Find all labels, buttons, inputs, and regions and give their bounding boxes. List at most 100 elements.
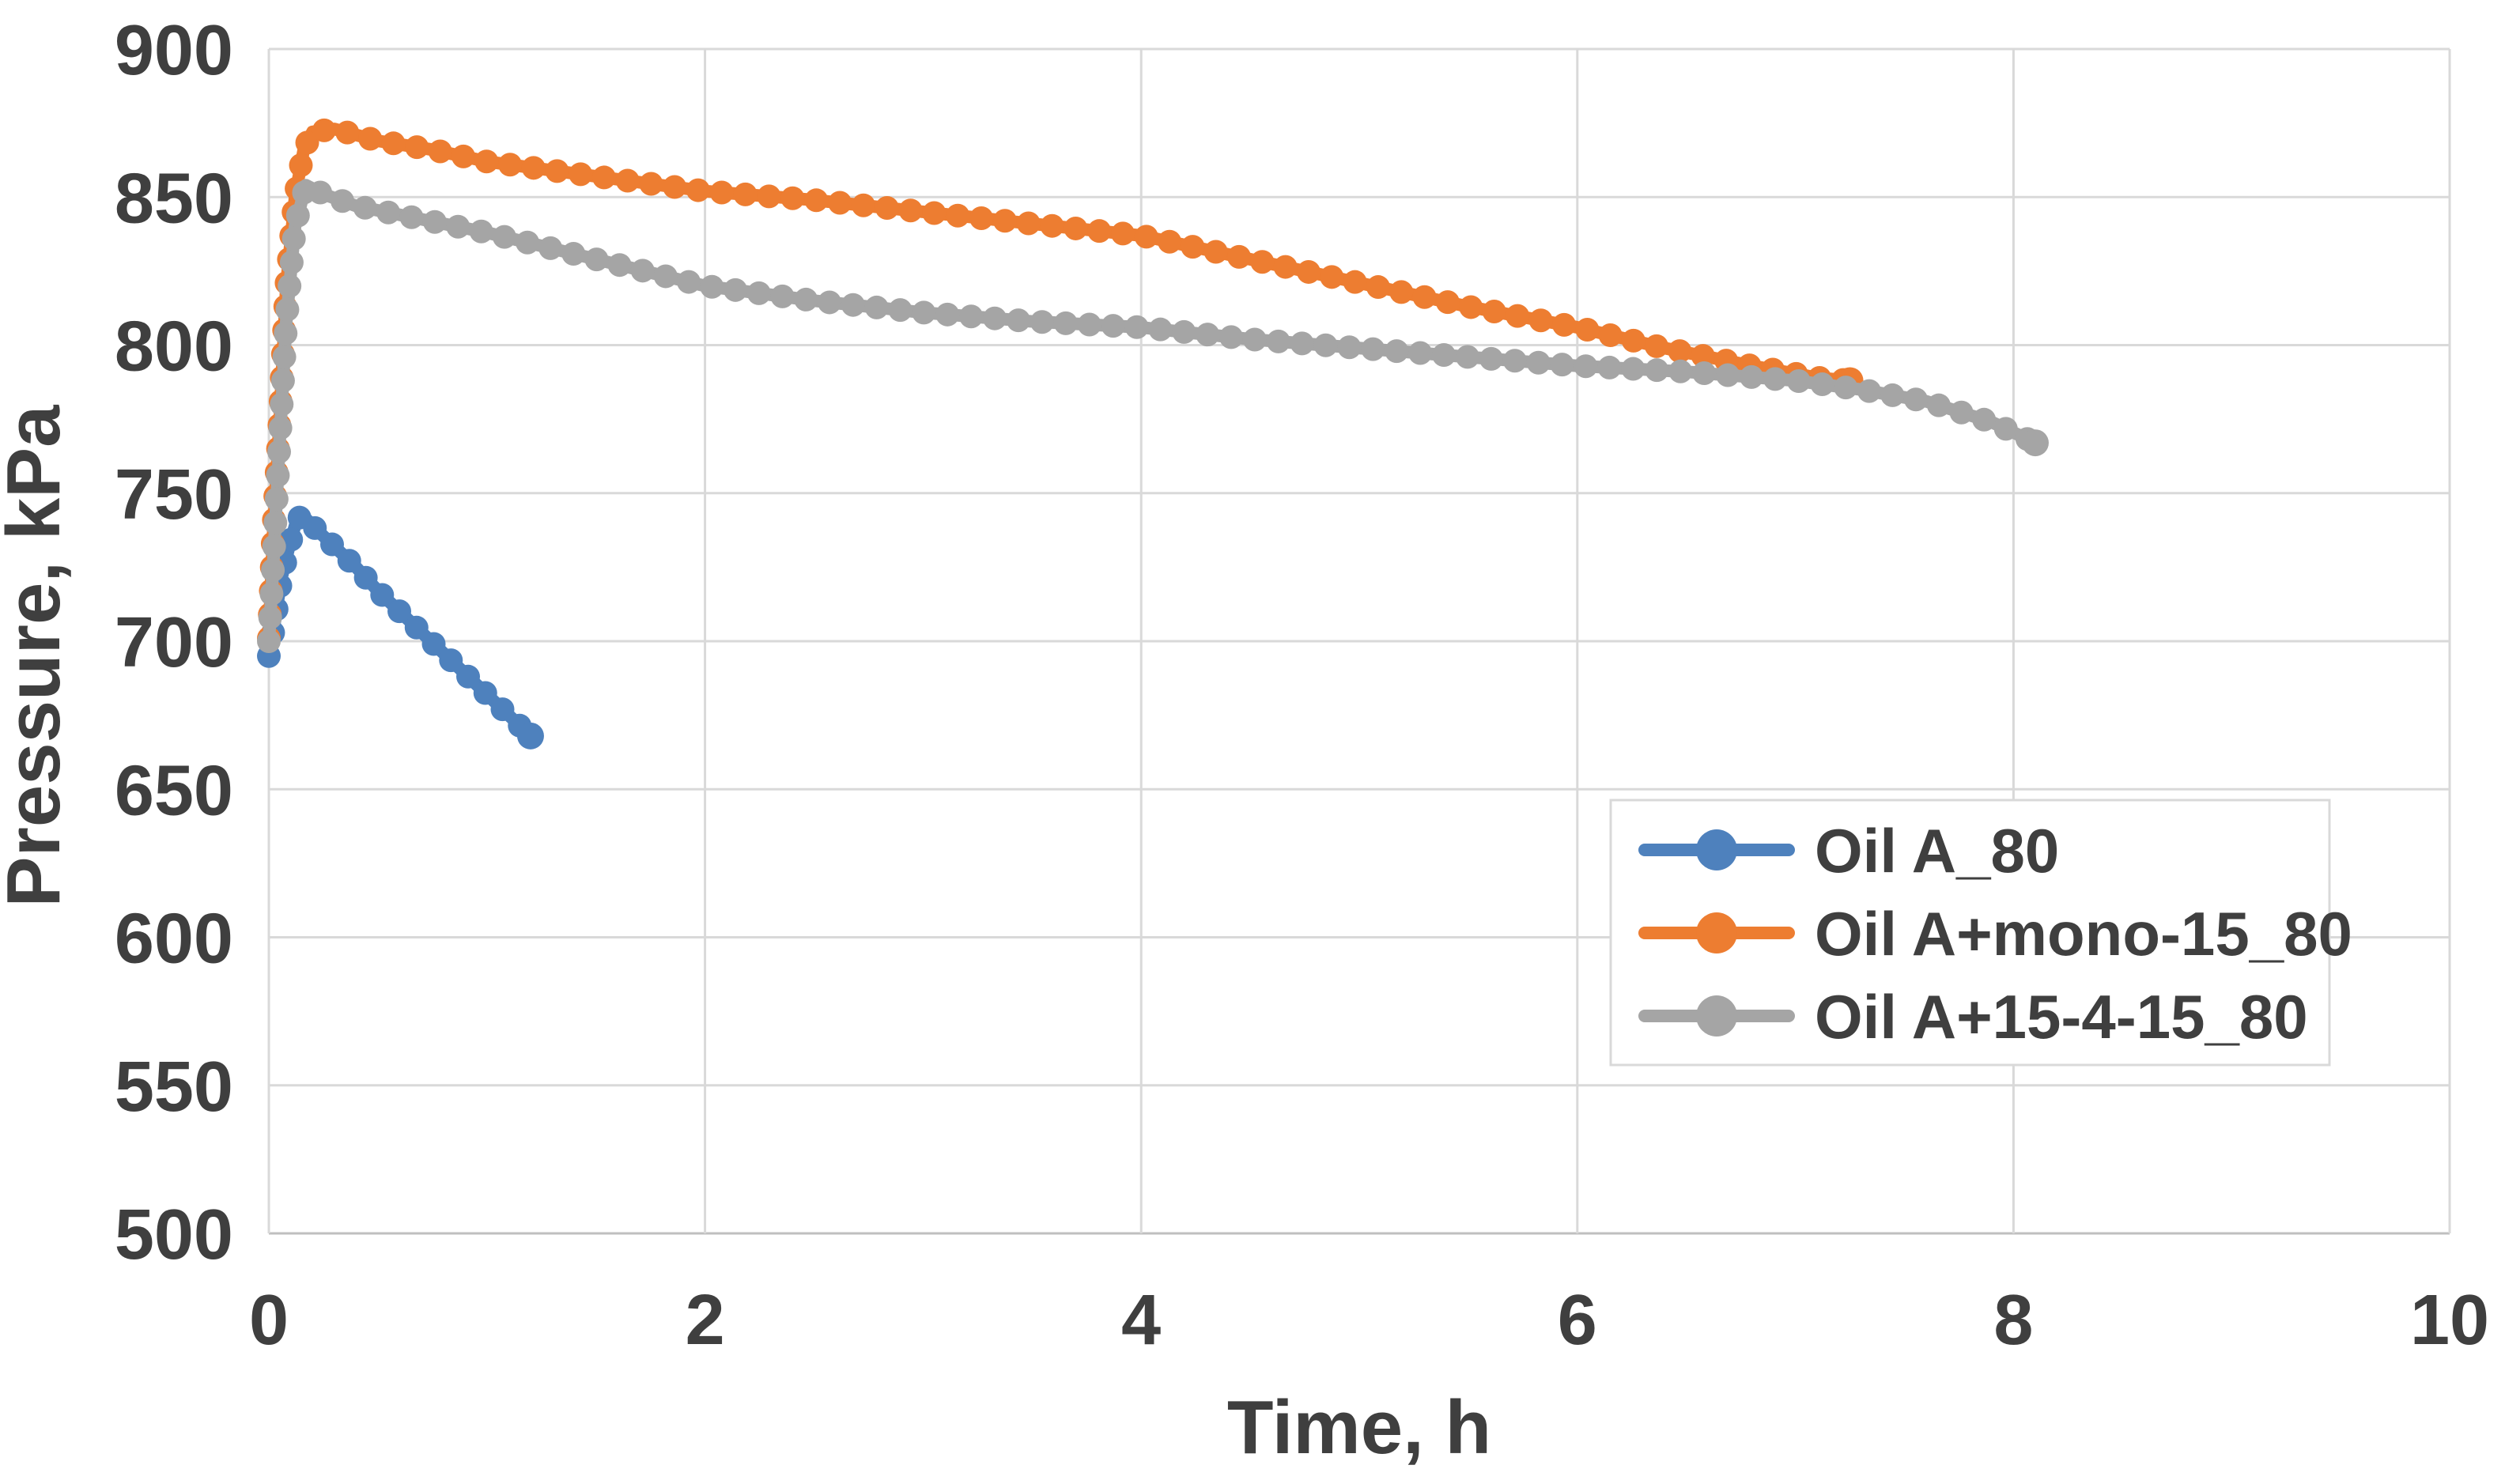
marker: [709, 180, 734, 205]
marker: [376, 200, 401, 225]
marker: [1668, 359, 1693, 383]
marker: [1526, 350, 1551, 375]
marker: [262, 534, 286, 559]
legend-label-oil-a-80: Oil A_80: [1815, 816, 2059, 885]
marker: [1435, 290, 1460, 315]
marker: [828, 191, 852, 215]
marker: [272, 345, 297, 369]
marker: [275, 297, 300, 322]
marker: [492, 225, 516, 249]
marker: [1064, 216, 1088, 240]
marker: [446, 214, 470, 239]
marker: [864, 295, 889, 319]
marker: [257, 629, 281, 653]
marker: [875, 196, 899, 221]
marker: [1528, 308, 1553, 333]
series-oil-a-15-4-15-80: [257, 179, 2049, 653]
marker: [1266, 329, 1290, 353]
marker: [757, 184, 781, 209]
marker: [258, 606, 282, 630]
marker: [1880, 383, 1905, 407]
marker: [1482, 300, 1506, 324]
marker: [888, 298, 912, 323]
marker: [1320, 265, 1344, 289]
marker: [639, 172, 663, 196]
marker: [1158, 229, 1182, 254]
series-line-oil-a-mono-15-80: [263, 123, 1857, 645]
marker: [1834, 376, 1858, 400]
marker: [1459, 295, 1483, 319]
marker: [521, 156, 546, 180]
marker: [312, 118, 336, 142]
marker: [1432, 342, 1457, 367]
x-tick-label-6: 6: [1558, 1281, 1597, 1360]
marker: [1296, 259, 1321, 284]
marker: [1366, 275, 1390, 300]
marker: [404, 615, 429, 640]
marker: [1030, 310, 1054, 334]
marker: [561, 241, 586, 266]
legend: Oil A_80 Oil A+mono-15_80 Oil A+15-4-15_80: [1609, 799, 2352, 1067]
marker: [1455, 345, 1479, 369]
marker: [569, 162, 593, 187]
y-tick-label-800: 800: [115, 308, 233, 387]
marker: [259, 582, 284, 606]
marker: [1196, 323, 1220, 347]
marker: [1598, 323, 1623, 347]
legend-label-oil-a-mono-15-80: Oil A+mono-15_80: [1815, 899, 2352, 969]
marker: [770, 284, 795, 308]
marker: [498, 153, 523, 177]
marker: [285, 203, 310, 228]
marker: [1692, 361, 1717, 386]
marker: [1101, 314, 1125, 338]
marker: [969, 206, 994, 230]
y-tick-label-600: 600: [115, 900, 233, 979]
marker: [266, 463, 290, 488]
marker: [1575, 318, 1600, 342]
marker: [1242, 327, 1267, 352]
legend-key-marker: [1696, 995, 1737, 1037]
marker: [630, 259, 655, 283]
marker: [387, 599, 412, 624]
marker: [428, 139, 452, 164]
marker: [405, 135, 429, 160]
marker: [473, 681, 497, 705]
marker: [912, 300, 936, 325]
marker: [1810, 372, 1834, 397]
marker: [422, 210, 447, 234]
x-axis-title: Time, h: [1227, 1385, 1491, 1470]
marker: [1506, 304, 1530, 328]
marker: [1273, 255, 1298, 279]
marker: [746, 281, 771, 305]
marker: [1903, 387, 1928, 412]
marker: [353, 565, 378, 590]
marker: [439, 648, 463, 673]
marker: [490, 697, 515, 722]
marker: [733, 182, 758, 206]
y-tick-label-850: 850: [115, 159, 233, 238]
marker: [983, 306, 1007, 330]
marker: [1313, 333, 1338, 357]
marker: [331, 189, 355, 213]
marker: [1343, 270, 1367, 294]
marker: [1385, 339, 1409, 364]
marker: [851, 193, 875, 217]
marker: [421, 632, 446, 656]
legend-item-oil-a-80: Oil A_80: [1638, 816, 2059, 885]
marker: [992, 209, 1017, 233]
marker: [267, 440, 292, 464]
marker: [686, 178, 710, 202]
marker: [1786, 369, 1811, 394]
marker: [1219, 325, 1244, 349]
marker: [261, 558, 285, 583]
marker: [1203, 240, 1228, 264]
marker: [1479, 346, 1503, 371]
marker: [794, 287, 818, 312]
marker: [1574, 354, 1598, 379]
marker: [724, 278, 748, 302]
y-tick-label-650: 650: [115, 751, 233, 830]
legend-key-marker: [1696, 829, 1737, 870]
marker: [1621, 328, 1645, 353]
marker: [1227, 244, 1252, 269]
